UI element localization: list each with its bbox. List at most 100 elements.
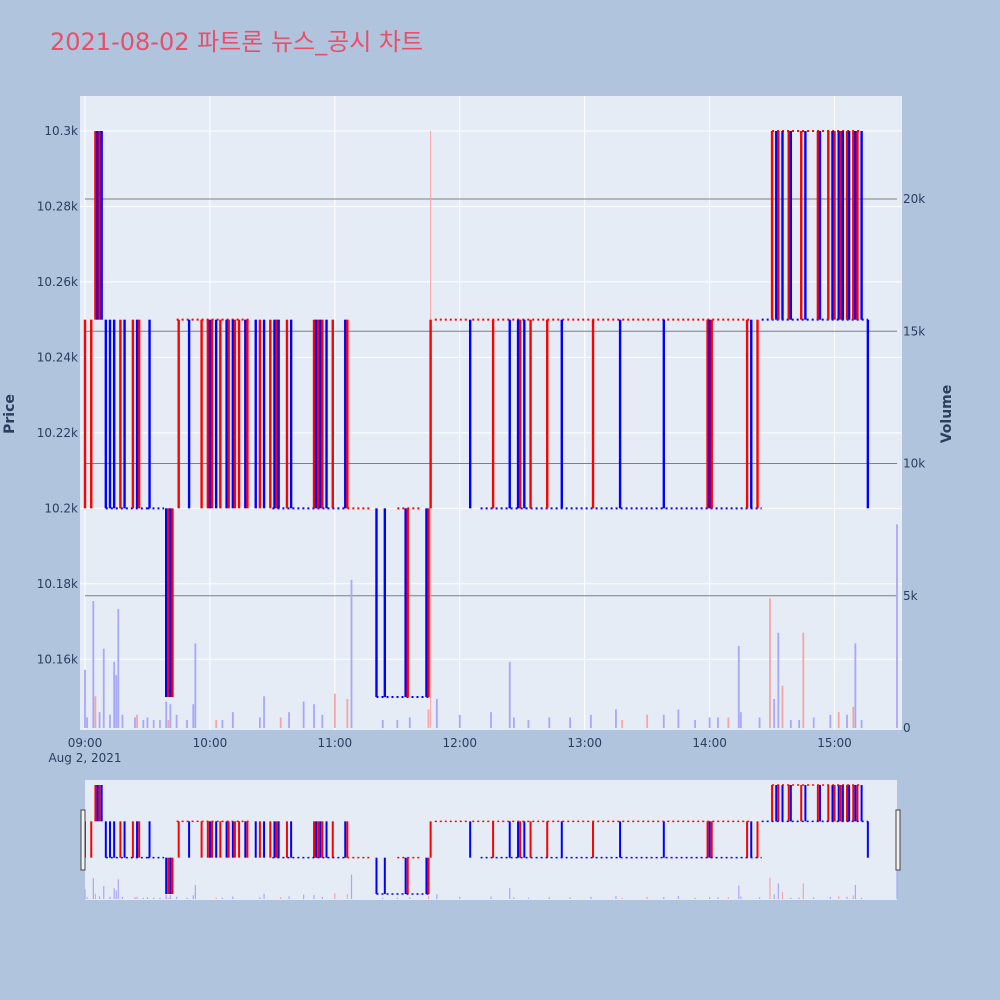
candlestick (344, 319, 347, 509)
slider-candlestick (211, 821, 214, 858)
candlestick (775, 131, 778, 320)
volume-bar (846, 714, 848, 728)
slider-candlestick (427, 857, 430, 894)
slider-candlestick (258, 821, 261, 858)
volume-bar (333, 693, 336, 728)
slider-candlestick (818, 785, 821, 822)
candlestick (275, 319, 278, 509)
range-slider-left-handle[interactable] (80, 809, 86, 871)
volume-bar (427, 709, 430, 728)
volume-bar (381, 720, 384, 728)
candlestick (468, 319, 472, 509)
slider-volume-bar (646, 896, 648, 899)
volume-bar (221, 720, 224, 728)
slider-candlestick (848, 785, 851, 822)
candlestick (177, 319, 180, 509)
y-tick-label: 10.26k (37, 275, 78, 289)
slider-volume-bar (98, 896, 101, 899)
candlestick (227, 319, 230, 509)
candlestick (165, 508, 168, 697)
candlestick (406, 508, 409, 697)
candlestick (171, 508, 174, 697)
candlestick (104, 319, 108, 509)
candlestick (258, 319, 262, 509)
slider-volume-bar (346, 894, 348, 899)
slider-candlestick (219, 821, 222, 858)
slider-candlestick (777, 785, 780, 822)
volume-bar (852, 706, 855, 728)
volume-bar (458, 714, 461, 728)
volume-bar (408, 717, 411, 728)
slider-candlestick (816, 785, 819, 822)
slider-candlestick (492, 821, 495, 858)
volume-bar (837, 712, 840, 728)
volume-bar (727, 717, 730, 728)
slider-volume-bar (781, 892, 784, 899)
candlestick (839, 131, 842, 320)
y2-tick-label: 15k (903, 324, 925, 338)
candlestick (845, 131, 849, 320)
candlestick (289, 319, 293, 509)
volume-bar (646, 714, 649, 728)
candlesticks (83, 130, 870, 698)
volume-bar (152, 720, 155, 728)
candlestick (237, 319, 241, 509)
slider-volume-bar (176, 896, 178, 899)
slider-volume-bar (740, 896, 742, 899)
volume-bar (113, 661, 116, 728)
slider-volume-bar (92, 878, 94, 899)
candlestick (214, 319, 218, 509)
candlestick (319, 319, 322, 509)
volume-bar (194, 643, 197, 728)
volume-bar (263, 696, 265, 728)
slider-candlestick (592, 821, 595, 858)
volume-bar (773, 698, 776, 728)
volume-bar (802, 632, 805, 728)
slider-candlestick (546, 821, 549, 858)
candlestick (708, 319, 711, 509)
slider-volume-bar (117, 879, 119, 899)
slider-volume-bar (259, 897, 261, 899)
candlestick (816, 131, 820, 320)
volume-bar (136, 714, 138, 728)
slider-candlestick (269, 821, 272, 858)
slider-volume-bar (548, 897, 550, 899)
range-slider-right-handle[interactable] (895, 809, 901, 871)
slider-volume-bar (165, 894, 167, 899)
slider-volume-bar (436, 894, 438, 899)
slider-candlestick (290, 821, 293, 858)
volume-bar (86, 717, 88, 728)
slider-candlestick (148, 821, 151, 858)
candlestick (546, 319, 549, 509)
range-slider[interactable] (85, 780, 897, 900)
slider-candlestick (827, 785, 830, 822)
candlestick (866, 319, 870, 509)
volume-bar (121, 714, 124, 728)
candlestick (277, 319, 280, 509)
slider-candlestick (804, 785, 807, 822)
slider-volume-bar (802, 883, 804, 899)
slider-candlestick (708, 821, 711, 858)
slider-volume-bar (146, 897, 149, 899)
volume-bar (98, 712, 101, 728)
candlestick (206, 319, 210, 509)
candlestick (269, 319, 272, 509)
slider-candlestick (529, 821, 532, 858)
volume-bar (569, 717, 572, 728)
x-axis-ticks: 09:00 10:00 11:00 12:00 13:00 14:00 15:00 (68, 736, 852, 750)
slider-volume-bar (159, 897, 161, 899)
slider-volume-bar (194, 885, 196, 899)
y-tick-label: 10.3k (44, 124, 78, 138)
slider-candlestick (710, 821, 713, 858)
x-tick-label: 13:00 (567, 736, 602, 750)
slider-candlestick (315, 821, 318, 858)
volume-bar (321, 714, 324, 728)
y-tick-label: 10.16k (37, 652, 78, 666)
candlestick (787, 131, 790, 320)
candlestick (200, 319, 203, 509)
volume-bar (798, 720, 801, 728)
slider-volume-bar (153, 897, 155, 899)
x-date-label: Aug 2, 2021 (48, 751, 121, 765)
candlestick (852, 131, 855, 320)
candlestick (847, 131, 851, 320)
